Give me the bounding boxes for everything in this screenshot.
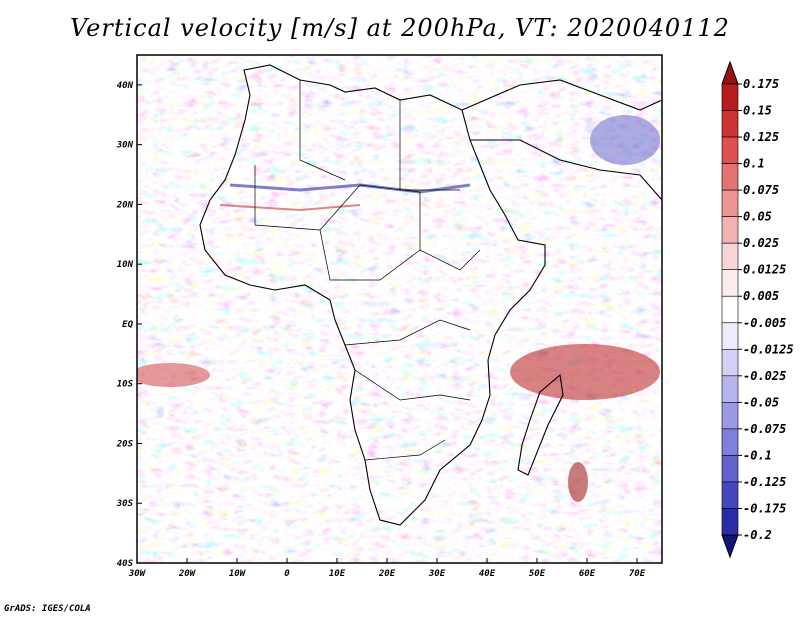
- colorbar-swatch: [721, 375, 739, 403]
- chart-title: Vertical velocity [m/s] at 200hPa, VT: 2…: [70, 14, 730, 42]
- colorbar-max-arrow: [721, 60, 739, 85]
- lat-tick-label: 10N: [117, 260, 134, 270]
- colorbar-level-label: 0.175: [743, 77, 779, 91]
- colorbar-level-label: -0.05: [743, 395, 779, 409]
- colorbar: 0.175 0.15 0.125 0.1 0.075 0.05 0.025 0.0125 0.0…: [721, 60, 794, 559]
- colorbar-level-label: -0.125: [743, 475, 786, 489]
- colorbar-level-label: -0.0125: [743, 342, 794, 356]
- lon-tick-label: 40E: [479, 569, 496, 579]
- lat-tick-label: 20N: [116, 200, 134, 210]
- colorbar-level-label: 0.05: [743, 210, 772, 224]
- lat-tick-label: 30N: [116, 141, 134, 151]
- updraft-feature-atlantic: [137, 363, 210, 387]
- lat-tick-label: EQ: [122, 320, 133, 330]
- lon-tick-label: 0: [284, 569, 290, 579]
- colorbar-swatch: [721, 163, 739, 191]
- velocity-field: [137, 55, 662, 563]
- colorbar-level-label: -0.175: [743, 501, 786, 515]
- colorbar-swatch: [721, 481, 739, 509]
- colorbar-swatch: [721, 428, 739, 456]
- colorbar-level-label: 0.1: [743, 157, 765, 171]
- lon-tick-label: 30E: [428, 569, 446, 579]
- colorbar-level-label: -0.075: [743, 422, 786, 436]
- colorbar-swatch: [721, 189, 739, 217]
- lon-tick-label: 60E: [579, 569, 596, 579]
- lon-tick-label: 70E: [629, 569, 646, 579]
- colorbar-level-label: 0.025: [743, 236, 779, 250]
- colorbar-level-label: 0.005: [743, 289, 779, 303]
- lon-tick-label: 10E: [329, 569, 346, 579]
- colorbar-level-label: 0.15: [743, 104, 772, 118]
- lat-tick-label: 10S: [117, 380, 134, 390]
- lat-tick-label: 40S: [117, 559, 134, 569]
- grads-credit: GrADS: IGES/COLA: [4, 604, 91, 614]
- colorbar-swatch: [721, 136, 739, 164]
- colorbar-level-label: 0.125: [743, 130, 779, 144]
- map-frame: [136, 54, 663, 564]
- colorbar-swatch: [721, 83, 739, 111]
- colorbar-swatch: [721, 348, 739, 377]
- colorbar-swatch: [721, 455, 739, 483]
- colorbar-level-label: -0.025: [743, 369, 786, 383]
- lon-tick-label: 10W: [229, 569, 247, 579]
- colorbar-min-arrow: [721, 534, 739, 559]
- downdraft-feature-asia: [590, 115, 660, 165]
- colorbar-swatch: [721, 242, 739, 271]
- colorbar-level-label: -0.2: [743, 528, 772, 542]
- updraft-feature-indian-ocean: [510, 344, 660, 400]
- colorbar-swatch: [721, 402, 739, 430]
- lat-tick-label: 40N: [117, 81, 134, 91]
- lon-tick-label: 30W: [128, 569, 147, 579]
- colorbar-swatch: [721, 322, 739, 350]
- coastlines: [199, 64, 662, 526]
- colorbar-level-label: -0.005: [743, 316, 786, 330]
- colorbar-swatch: [721, 508, 739, 536]
- lon-tick-label: 20E: [378, 569, 396, 579]
- lat-tick-label: 30S: [116, 499, 134, 509]
- colorbar-level-label: 0.0125: [743, 263, 786, 277]
- colorbar-swatch: [721, 110, 739, 138]
- lon-tick-label: 50E: [529, 569, 546, 579]
- lat-tick-label: 20S: [116, 439, 134, 449]
- colorbar-level-label: 0.075: [743, 183, 779, 197]
- lon-tick-label: 20W: [178, 569, 197, 579]
- colorbar-swatch: [721, 295, 739, 324]
- updraft-feature-south: [568, 462, 588, 502]
- colorbar-swatch: [721, 216, 739, 244]
- colorbar-level-label: -0.1: [743, 448, 772, 462]
- colorbar-swatch: [721, 269, 739, 297]
- country-borders: [254, 80, 481, 461]
